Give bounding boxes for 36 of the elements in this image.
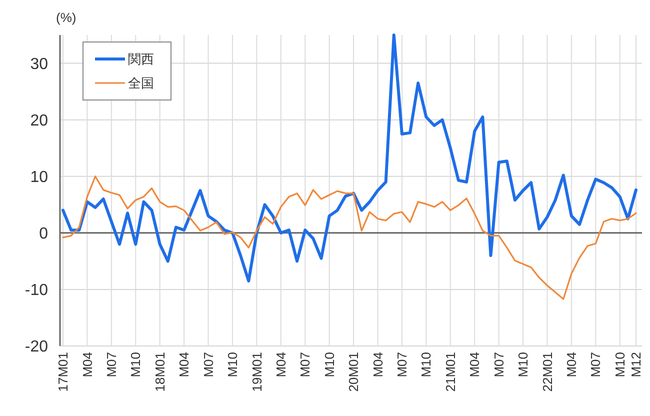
x-tick-label: M04 xyxy=(370,352,386,378)
x-tick-label: 17M01 xyxy=(56,352,71,392)
x-tick-label: M07 xyxy=(104,352,119,378)
x-tick-label: 18M01 xyxy=(152,352,168,392)
x-tick-label: M07 xyxy=(588,352,604,378)
x-tick-label: M10 xyxy=(128,352,144,378)
y-tick-label: 0 xyxy=(39,226,48,243)
y-axis-title: (%) xyxy=(56,10,76,25)
x-tick-label: 22M01 xyxy=(540,352,555,392)
x-tick-label: M04 xyxy=(176,352,192,378)
x-tick-label: 19M01 xyxy=(249,352,264,392)
x-tick-label: M10 xyxy=(225,352,240,378)
y-tick-label: 30 xyxy=(30,56,48,73)
x-tick-label: M10 xyxy=(418,352,434,378)
x-tick-label: 20M01 xyxy=(346,352,362,392)
y-tick-label: 20 xyxy=(30,112,48,130)
legend-label: 全国 xyxy=(128,76,154,91)
x-tick-label: M10 xyxy=(322,352,337,378)
y-tick-label: -20 xyxy=(24,338,48,356)
x-tick-label: M10 xyxy=(516,352,531,378)
x-tick-label: M04 xyxy=(564,352,579,378)
y-tick-label: -10 xyxy=(24,282,48,300)
x-tick-label: M10 xyxy=(612,352,628,378)
x-tick-label: M12 xyxy=(628,352,644,378)
x-tick-label: M04 xyxy=(80,352,95,378)
x-tick-label: M07 xyxy=(200,352,216,378)
x-tick-label: M07 xyxy=(491,352,506,378)
line-series xyxy=(62,176,637,300)
legend-label: 関西 xyxy=(128,52,154,67)
x-tick-label: M07 xyxy=(394,352,410,378)
x-tick-label: M04 xyxy=(273,352,288,378)
x-tick-label: 21M01 xyxy=(442,352,458,392)
y-tick-label: 10 xyxy=(30,168,48,186)
x-tick-label: M07 xyxy=(298,352,313,378)
x-tick-label: M04 xyxy=(467,352,482,378)
line-series xyxy=(62,34,638,282)
